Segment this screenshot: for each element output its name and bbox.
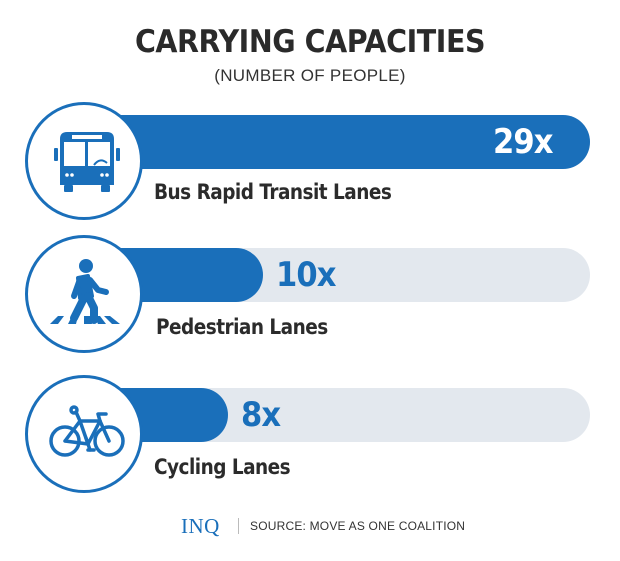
icon-circle [25,235,143,353]
bar-row-cycling: 8x Cycling Lanes [0,373,620,503]
chart-subtitle: (NUMBER OF PEOPLE) [214,66,406,85]
icon-circle [25,375,143,493]
bar-category-label: Pedestrian Lanes [156,315,328,339]
source-credit: SOURCE: MOVE AS ONE COALITION [250,519,466,533]
brand-logo: INQ [181,514,220,538]
bus-icon [54,132,120,192]
bar-row-bus: 29x Bus Rapid Transit Lanes [0,100,620,230]
pedestrian-icon [50,259,120,324]
bicycle-icon [49,405,125,457]
bar-value-label: 10x [276,255,337,295]
footer-divider [238,518,239,534]
bar-row-pedestrian: 10x Pedestrian Lanes [0,233,620,363]
bar-category-label: Bus Rapid Transit Lanes [154,180,392,204]
bar-category-label: Cycling Lanes [154,455,291,479]
bar-value-label: 29x [493,122,554,162]
bar-fill [84,115,590,169]
icon-circle [25,102,143,220]
footer: INQ SOURCE: MOVE AS ONE COALITION [0,514,620,538]
bar-value-label: 8x [241,395,281,435]
chart-title: CARRYING CAPACITIES [134,24,486,60]
